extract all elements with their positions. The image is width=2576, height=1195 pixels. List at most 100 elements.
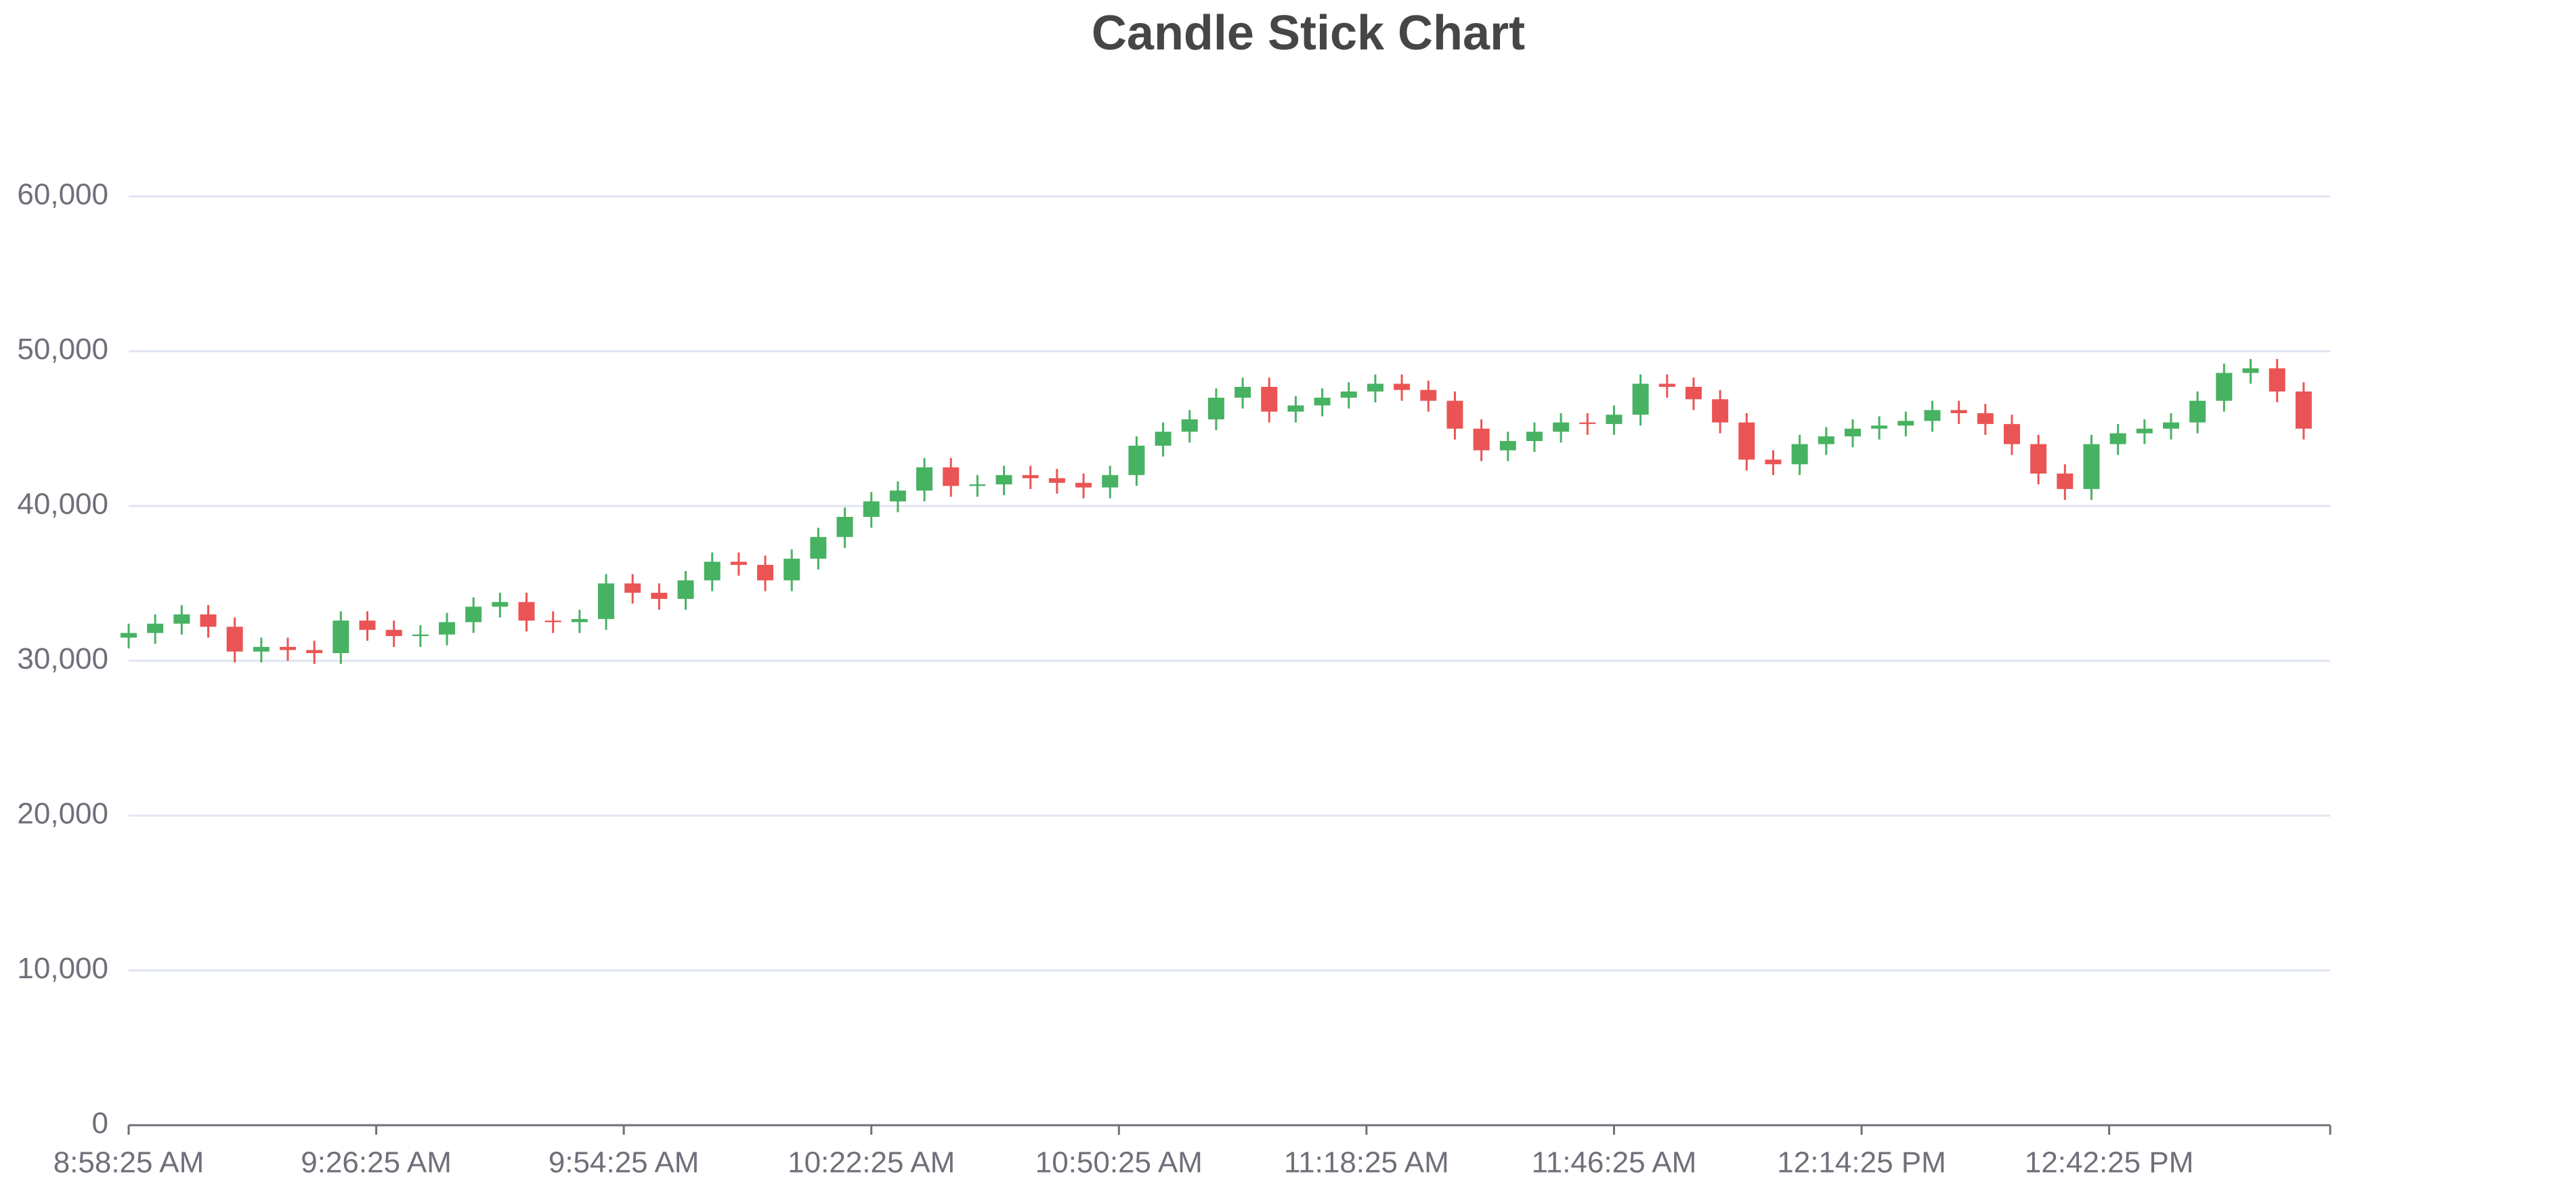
candle-body bbox=[598, 583, 615, 619]
x-tick-label: 11:46:25 AM bbox=[1532, 1146, 1697, 1179]
candle-body bbox=[889, 490, 906, 502]
candle-body bbox=[465, 606, 482, 623]
candle-body bbox=[121, 633, 137, 638]
candle-body bbox=[1738, 422, 1755, 460]
y-tick-label: 10,000 bbox=[17, 952, 108, 985]
candle-body bbox=[863, 501, 880, 517]
candle-body bbox=[544, 621, 561, 623]
x-tick-label: 8:58:25 AM bbox=[53, 1146, 205, 1179]
candle-body bbox=[1367, 383, 1383, 392]
candle-body bbox=[730, 562, 747, 565]
candle-body bbox=[1261, 387, 1278, 412]
candle-body bbox=[624, 583, 641, 593]
x-tick-label: 12:42:25 PM bbox=[2025, 1146, 2194, 1179]
candle-body bbox=[783, 558, 800, 581]
candle-body bbox=[280, 646, 297, 650]
y-tick-label: 60,000 bbox=[17, 178, 108, 211]
y-tick-label: 0 bbox=[92, 1107, 108, 1140]
y-tick-label: 30,000 bbox=[17, 642, 108, 675]
candle-body bbox=[1924, 410, 1941, 421]
candle-body bbox=[1102, 475, 1119, 488]
candle-body bbox=[439, 622, 456, 635]
candle-body bbox=[1314, 398, 1331, 406]
chart-title: Candle Stick Chart bbox=[1092, 6, 1525, 60]
candle-body bbox=[836, 516, 853, 537]
candle-body bbox=[1340, 391, 1357, 398]
candle-body bbox=[571, 619, 588, 623]
x-tick-label: 12:14:25 PM bbox=[1777, 1146, 1946, 1179]
candle-body bbox=[2295, 391, 2312, 429]
candle-body bbox=[943, 467, 960, 486]
x-tick-label: 11:18:25 AM bbox=[1284, 1146, 1449, 1179]
candle-body bbox=[173, 614, 190, 624]
candle-body bbox=[518, 602, 535, 621]
x-tick-label: 9:26:25 AM bbox=[301, 1146, 452, 1179]
candle-body bbox=[810, 537, 827, 559]
candle-body bbox=[332, 621, 349, 654]
candle-body bbox=[1658, 383, 1675, 387]
candle-body bbox=[1553, 422, 1570, 432]
candle-body bbox=[1871, 425, 1888, 429]
x-tick-label: 10:22:25 AM bbox=[788, 1146, 955, 1179]
candle-body bbox=[2030, 444, 2047, 474]
candle-body bbox=[1048, 478, 1065, 483]
candle-body bbox=[969, 484, 986, 486]
y-tick-label: 50,000 bbox=[17, 333, 108, 366]
candle-body bbox=[1394, 383, 1411, 390]
candle-body bbox=[1632, 383, 1649, 415]
candle-body bbox=[2057, 474, 2074, 489]
candle-body bbox=[492, 602, 509, 607]
candle-body bbox=[412, 634, 429, 636]
candle-body bbox=[200, 614, 217, 627]
x-tick-label: 9:54:25 AM bbox=[549, 1146, 700, 1179]
candle-body bbox=[916, 467, 933, 491]
candle-body bbox=[2136, 428, 2153, 434]
candle-body bbox=[1075, 482, 1092, 488]
candle-body bbox=[2003, 423, 2020, 444]
candle-body bbox=[1950, 410, 1967, 413]
candle-body bbox=[1791, 444, 1808, 465]
candle-body bbox=[147, 623, 164, 633]
candle-body bbox=[1128, 445, 1145, 476]
x-tick-label: 10:50:25 AM bbox=[1035, 1146, 1203, 1179]
candle-body bbox=[1765, 459, 1782, 465]
candle-body bbox=[1844, 428, 1861, 437]
candle-body bbox=[1977, 413, 1994, 424]
candle-body bbox=[385, 629, 402, 636]
candle-body bbox=[253, 646, 270, 652]
candle-body bbox=[2189, 400, 2206, 423]
candle-body bbox=[1446, 400, 1463, 429]
candle-body bbox=[1712, 399, 1729, 423]
candle-body bbox=[1579, 422, 1596, 424]
candle-body bbox=[226, 627, 243, 652]
candle-body bbox=[1287, 405, 1304, 412]
candle-body bbox=[1897, 421, 1914, 426]
candle-body bbox=[1606, 415, 1623, 424]
candle-body bbox=[1181, 419, 1198, 432]
candle-body bbox=[2216, 373, 2233, 401]
candle-body bbox=[704, 562, 721, 581]
candle-body bbox=[1235, 387, 1251, 398]
candle-body bbox=[1473, 428, 1490, 450]
candle-body bbox=[995, 475, 1012, 485]
candle-body bbox=[1818, 436, 1834, 444]
candle-body bbox=[306, 650, 323, 654]
candle-body bbox=[677, 580, 694, 600]
candle-body bbox=[2269, 368, 2285, 392]
candle-body bbox=[1685, 387, 1702, 400]
candle-body bbox=[2162, 422, 2179, 429]
candle-body bbox=[1207, 398, 1224, 420]
candle-body bbox=[757, 564, 774, 581]
candle-body bbox=[2109, 433, 2126, 444]
y-tick-label: 20,000 bbox=[17, 797, 108, 831]
candle-body bbox=[1022, 475, 1039, 478]
candle-body bbox=[2083, 444, 2100, 489]
candle-body bbox=[1499, 441, 1516, 450]
candle-body bbox=[1155, 432, 1172, 446]
candle-body bbox=[1526, 432, 1543, 442]
candle-body bbox=[1420, 390, 1437, 401]
y-tick-label: 40,000 bbox=[17, 488, 108, 521]
candle-body bbox=[359, 621, 376, 630]
candle-body bbox=[651, 592, 668, 600]
